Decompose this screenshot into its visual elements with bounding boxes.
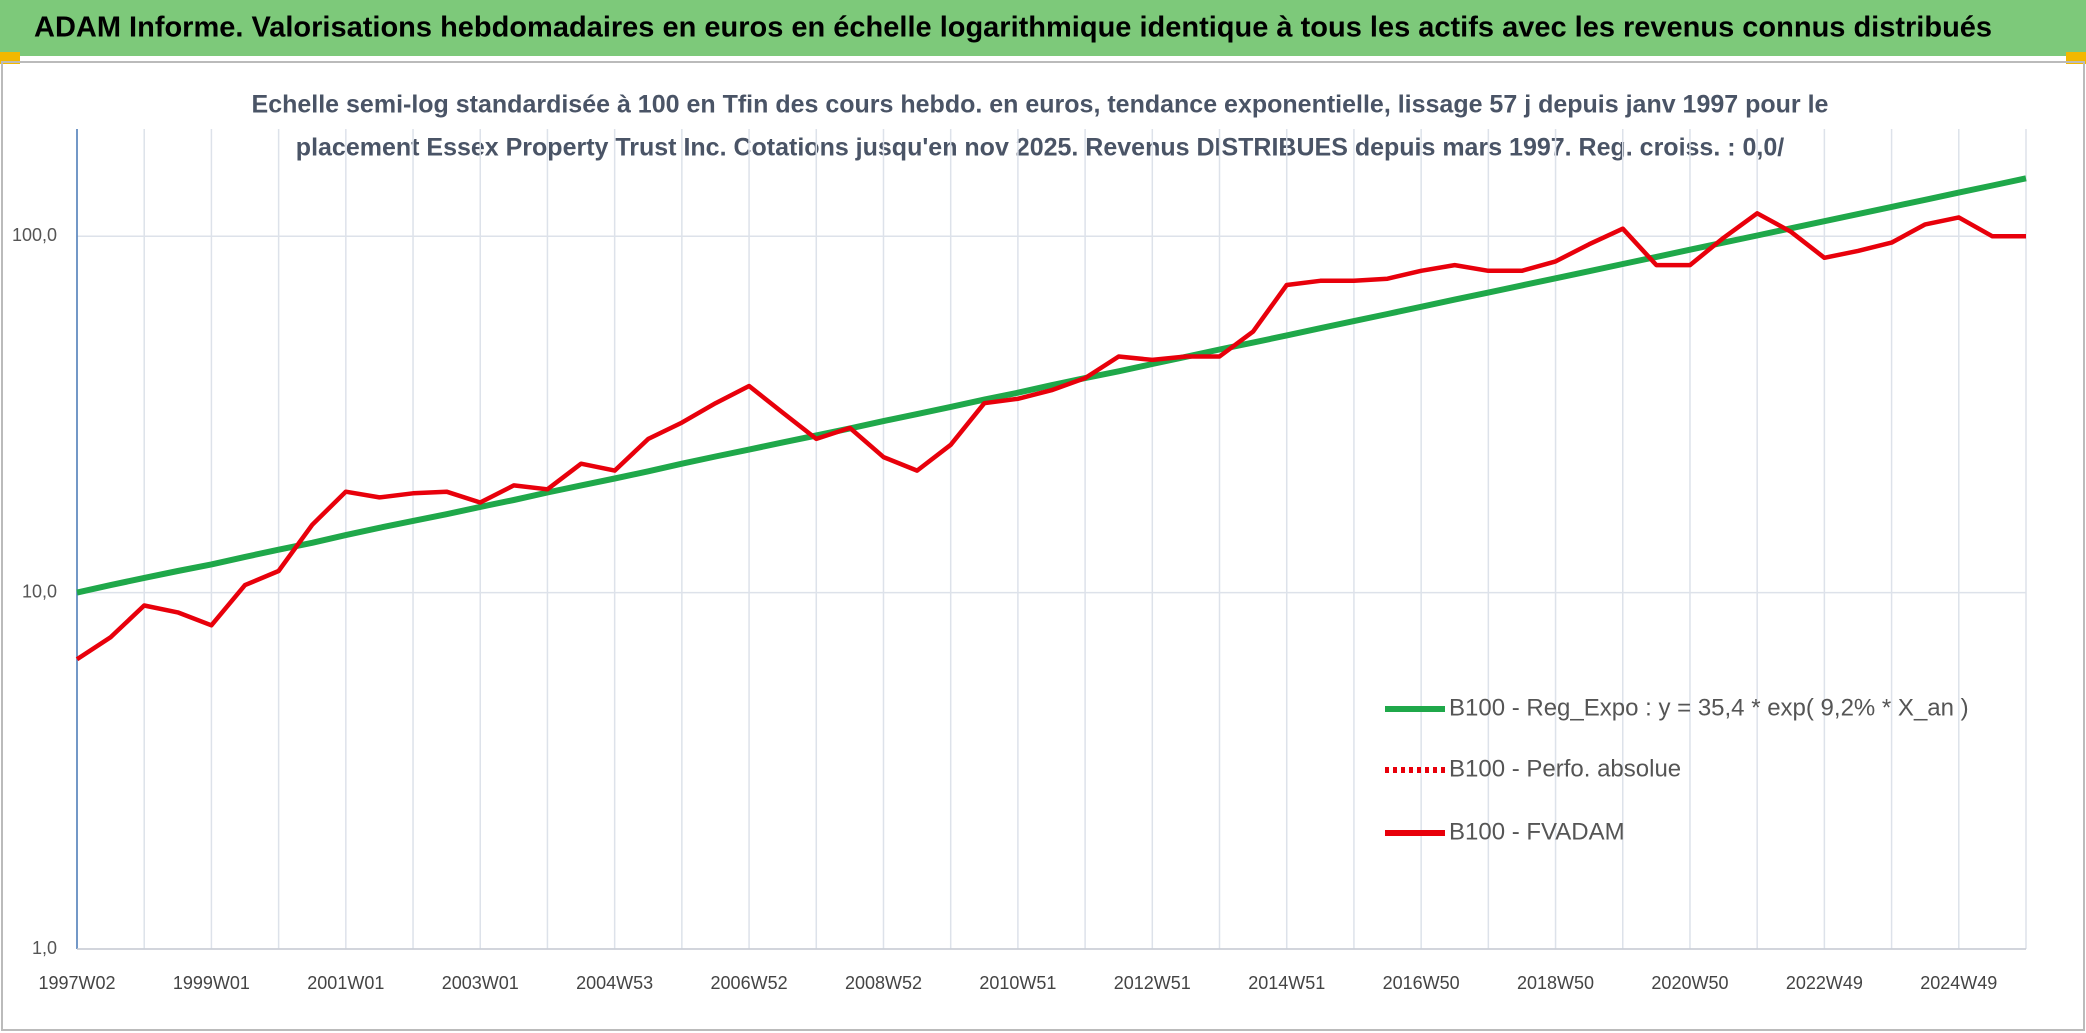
plot: 1,0 10,0 100,0 1997W02 1999W01 2001W01 2003W01… xyxy=(12,129,2027,993)
x-tick-label: 1997W02 xyxy=(38,973,115,993)
x-tick-label: 2020W50 xyxy=(1651,973,1728,993)
series-line xyxy=(76,175,2027,596)
x-tick-label: 2014W51 xyxy=(1248,973,1325,993)
x-tick-label: 2001W01 xyxy=(307,973,384,993)
x-tick-label: 2008W52 xyxy=(845,973,922,993)
x-tick-label: 2003W01 xyxy=(442,973,519,993)
y-tick-label: 1,0 xyxy=(32,938,57,958)
x-tick-label: 2004W53 xyxy=(576,973,653,993)
header-title: ADAM Informe. Valorisations hebdomadaire… xyxy=(34,12,1992,44)
frame xyxy=(1,61,2085,1031)
chart-title: placement Essex Property Trust Inc. Cota… xyxy=(296,134,1784,162)
x-tick-label: 1999W01 xyxy=(173,973,250,993)
x-tick-label: 2022W49 xyxy=(1786,973,1863,993)
header-bar xyxy=(0,0,2086,56)
y-tick-label: 100,0 xyxy=(12,225,57,245)
legend-label: B100 - FVADAM xyxy=(1449,818,1625,845)
x-tick-label: 2006W52 xyxy=(711,973,788,993)
legend-label: B100 - Reg_Expo : y = 35,4 * exp( 9,2% *… xyxy=(1449,694,1969,721)
x-tick-label: 2016W50 xyxy=(1383,973,1460,993)
chart-title: Echelle semi-log standardisée à 100 en T… xyxy=(252,91,1829,119)
x-tick-label: 2024W49 xyxy=(1920,973,1997,993)
legend-label: B100 - Perfo. absolue xyxy=(1449,755,1681,782)
x-tick-label: 2010W51 xyxy=(979,973,1056,993)
y-tick-label: 10,0 xyxy=(22,581,57,601)
series-line xyxy=(75,211,2026,662)
x-tick-label: 2018W50 xyxy=(1517,973,1594,993)
x-tick-label: 2012W51 xyxy=(1114,973,1191,993)
